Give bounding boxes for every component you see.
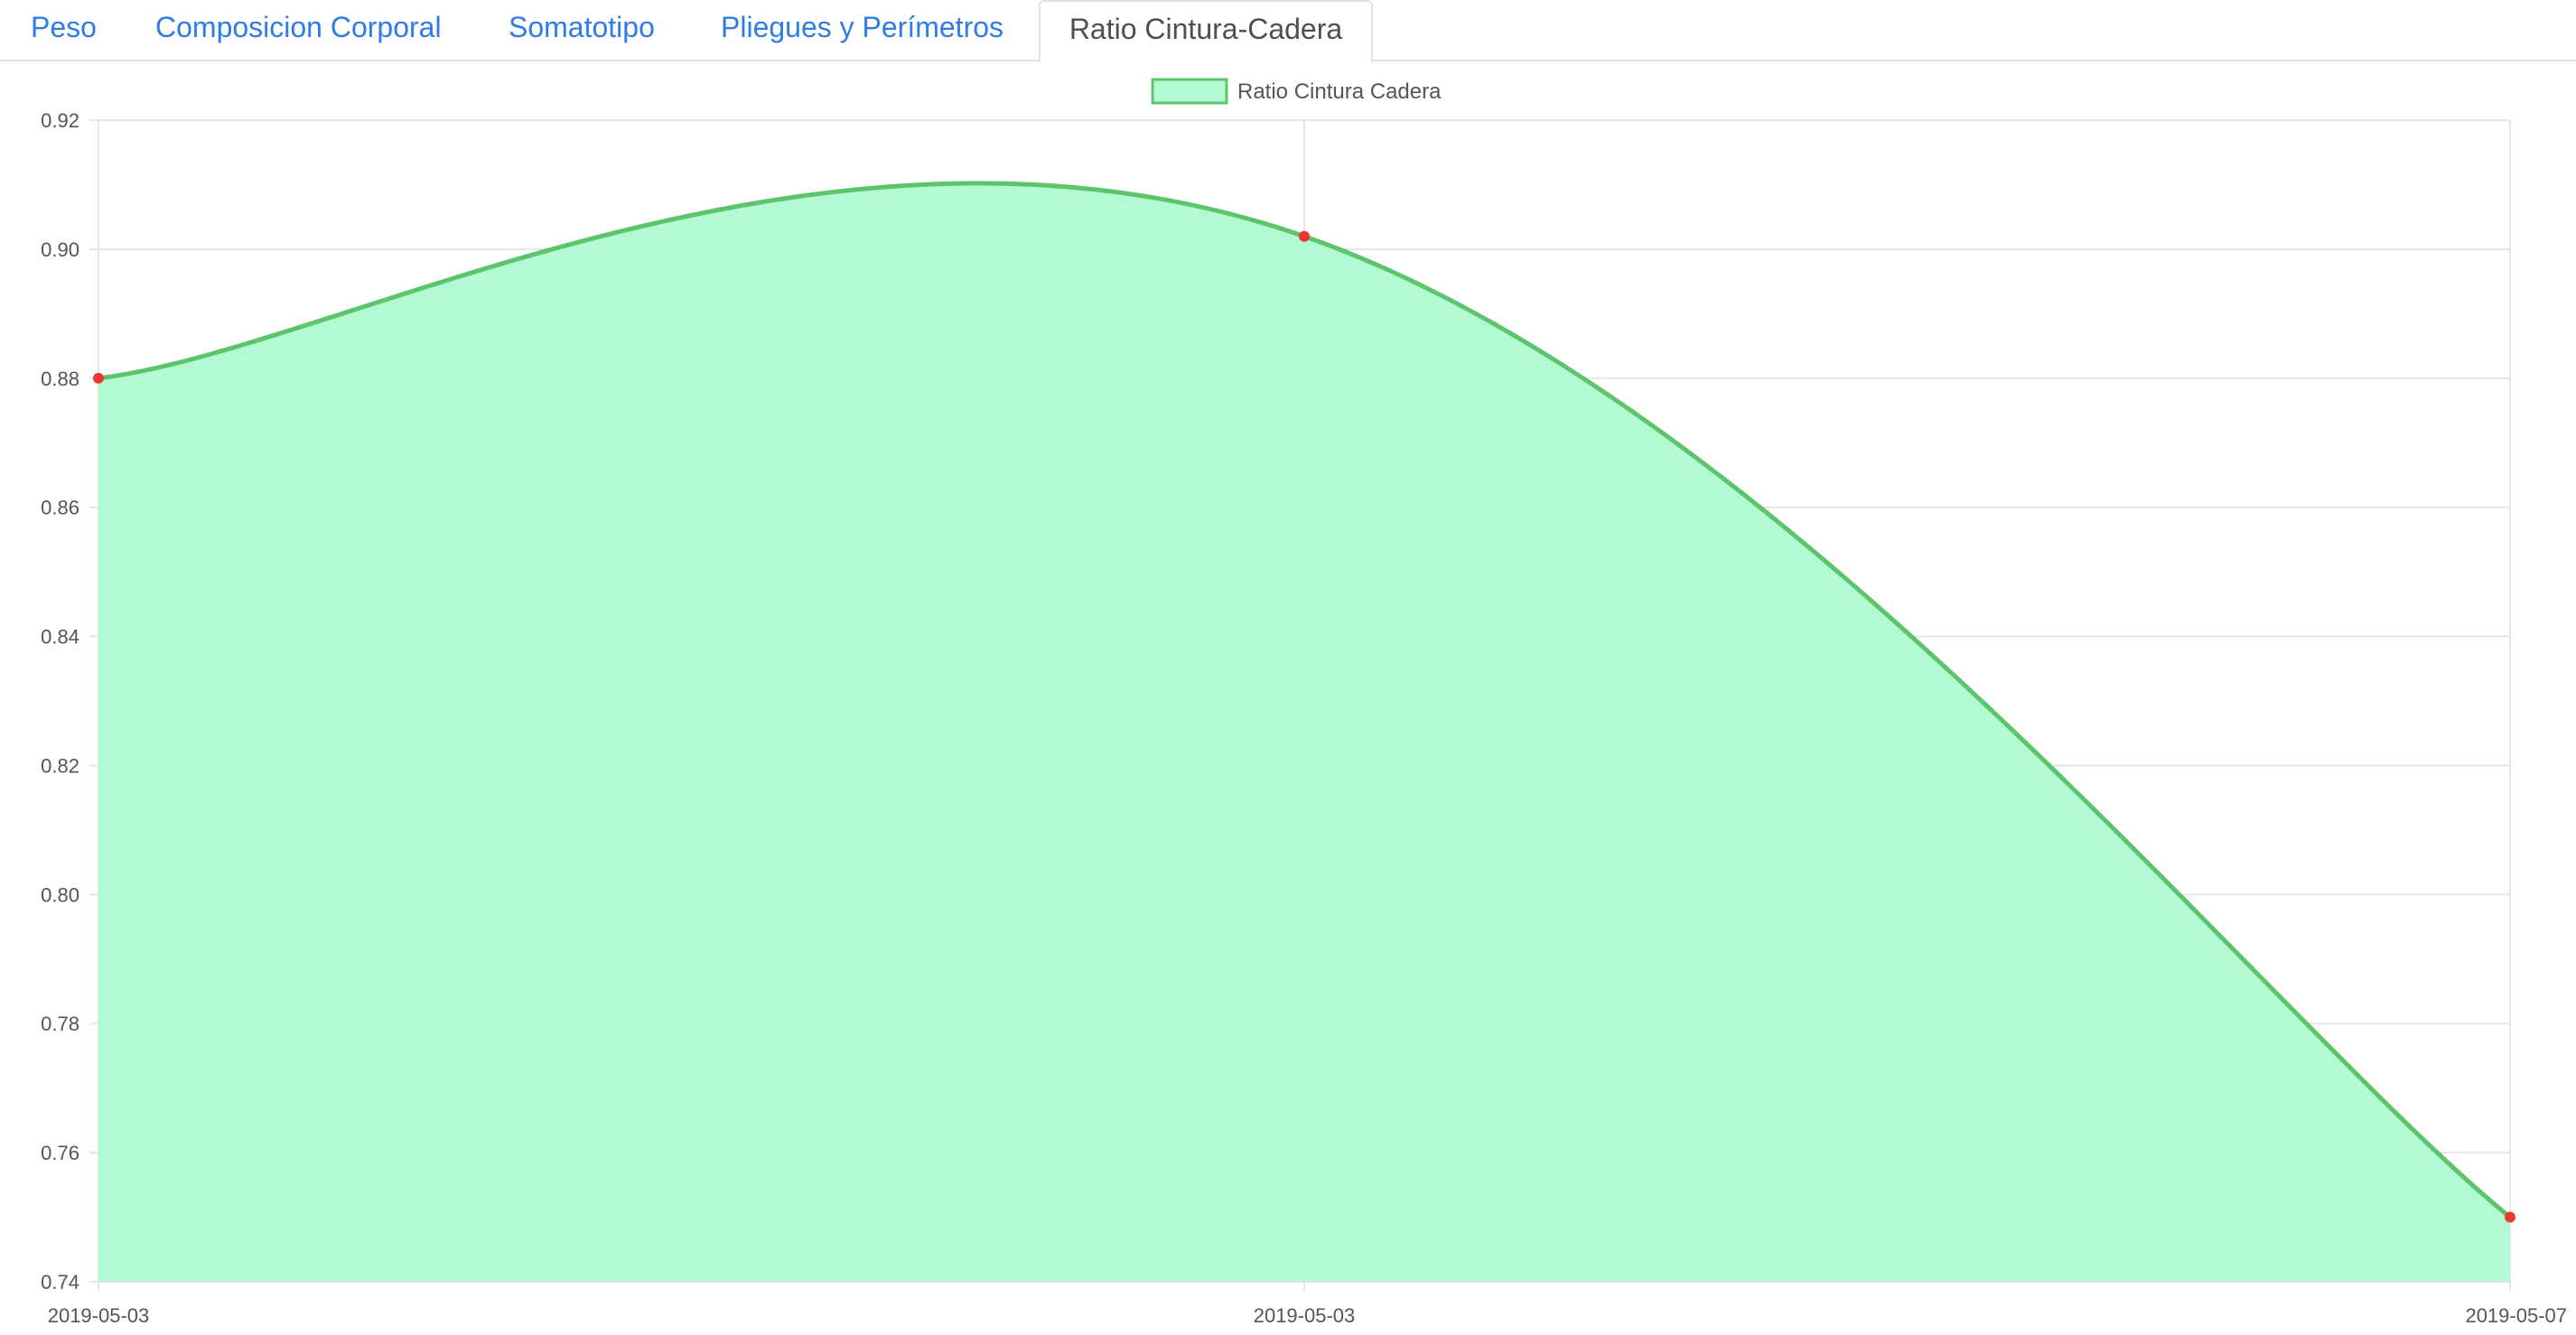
x-tick-label: 2019-05-03 <box>1254 1304 1356 1327</box>
tab-composicion-corporal[interactable]: Composicion Corporal <box>155 11 442 43</box>
y-tick-label: 0.80 <box>41 883 79 906</box>
tab-pliegues-perimetros[interactable]: Pliegues y Perímetros <box>721 11 1004 43</box>
ratio-chart: 0.74 0.76 0.78 0.80 0.82 0.84 0.86 0.88 0.90 0.92… <box>41 78 2567 1327</box>
x-tick-label: 2019-05-07 <box>2465 1304 2567 1327</box>
chart-tabs: Peso Composicion Corporal Somatotipo Pli… <box>0 0 2576 63</box>
y-tick-label: 0.86 <box>41 497 79 519</box>
y-tick-label: 0.82 <box>41 754 79 777</box>
y-tick-label: 0.74 <box>41 1271 79 1293</box>
data-points <box>93 230 2515 1223</box>
tab-somatotipo[interactable]: Somatotipo <box>509 11 655 43</box>
x-axis-tick-labels: 2019-05-03 2019-05-03 2019-05-07 <box>48 1304 2567 1327</box>
x-tick-label: 2019-05-03 <box>48 1304 150 1327</box>
y-tick-label: 0.88 <box>41 368 79 390</box>
tab-ratio-cintura-cadera[interactable]: Ratio Cintura-Cadera <box>1039 0 1373 63</box>
tab-peso[interactable]: Peso <box>31 11 97 43</box>
y-axis-tick-labels: 0.74 0.76 0.78 0.80 0.82 0.84 0.86 0.88 0.90 0.92 <box>41 109 79 1293</box>
y-tick-label: 0.90 <box>41 238 79 261</box>
legend-label: Ratio Cintura Cadera <box>1237 79 1442 104</box>
legend-swatch <box>1151 78 1228 105</box>
series-area-fill <box>98 182 2510 1282</box>
data-point-0[interactable] <box>93 372 104 384</box>
y-tick-label: 0.76 <box>41 1142 79 1164</box>
data-point-1[interactable] <box>1299 230 1310 242</box>
legend[interactable]: Ratio Cintura Cadera <box>1151 78 1442 105</box>
series-line <box>98 181 2512 1219</box>
y-tick-label: 0.92 <box>41 109 79 132</box>
y-tick-label: 0.78 <box>41 1013 79 1035</box>
y-tick-label: 0.84 <box>41 626 79 649</box>
data-point-2[interactable] <box>2505 1211 2515 1223</box>
